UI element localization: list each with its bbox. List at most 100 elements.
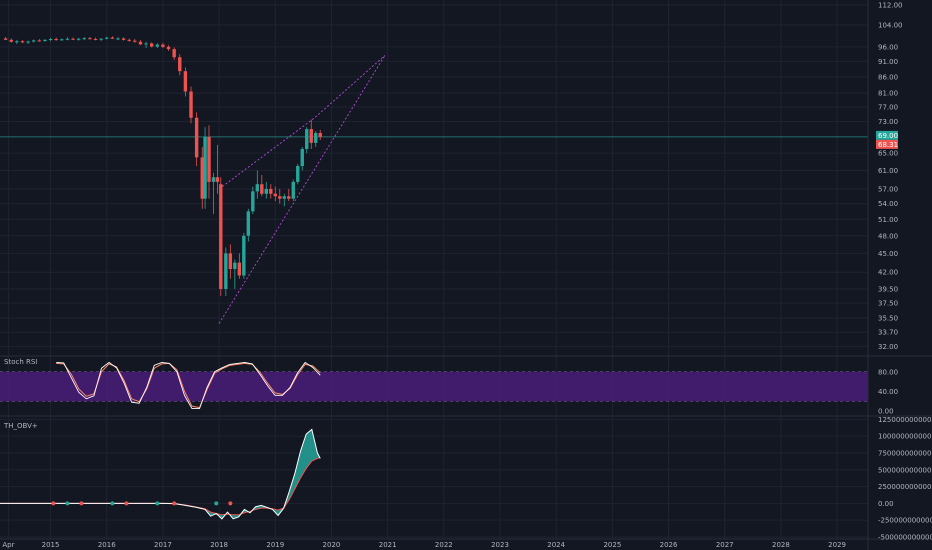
obv-label: TH_OBV+	[3, 422, 38, 430]
price-tick-label: 96.00	[878, 43, 898, 51]
candle-body	[200, 157, 204, 199]
wedge-lower-line	[218, 55, 386, 324]
obv-marker	[155, 501, 160, 506]
stoch-k-line	[56, 361, 321, 410]
obv-marker	[79, 501, 84, 506]
current-price-badge	[876, 130, 898, 140]
price-tick-label: 51.00	[878, 216, 898, 224]
candle-body	[273, 193, 277, 197]
x-tick-label: 2020	[323, 541, 341, 549]
candle-body	[127, 39, 131, 41]
price-tick-label: 65.00	[878, 150, 898, 158]
stoch-rsi-pane: Stoch RSI	[0, 358, 868, 410]
x-tick-label: 2027	[716, 541, 734, 549]
stoch-band	[0, 371, 868, 402]
candle-body	[88, 38, 92, 40]
candle-body	[264, 188, 268, 194]
prev-price-badge	[876, 139, 898, 149]
price-tick-label: 86.00	[878, 73, 898, 81]
price-tick-label: 42.00	[878, 269, 898, 277]
candle-body	[20, 41, 25, 43]
price-tick-label: 104.00	[878, 22, 903, 30]
candle-body	[237, 262, 242, 276]
candle-body	[43, 39, 47, 41]
candle-body	[76, 38, 81, 40]
candle-body	[215, 177, 220, 182]
candle-body	[207, 136, 211, 182]
x-tick-label: 2016	[98, 541, 116, 549]
obv-tick-label: 7500000000000.00	[878, 449, 932, 457]
candle-body	[105, 37, 109, 39]
candle-body	[82, 38, 86, 40]
candle-body	[300, 148, 304, 167]
candle-body	[48, 39, 53, 41]
candle-body	[305, 129, 309, 149]
obv-marker	[228, 501, 233, 506]
obv-tick-label: 12500000000000.00	[878, 416, 932, 424]
price-tick-label: 81.00	[878, 90, 898, 98]
stoch-tick-label: 0.00	[878, 408, 894, 416]
candle-body	[166, 46, 171, 50]
candle-body	[178, 57, 182, 72]
candle-body	[54, 39, 58, 41]
stoch-d-line	[56, 362, 321, 409]
x-tick-label: 2026	[660, 541, 678, 549]
price-tick-label: 112.00	[878, 1, 903, 9]
candle-body	[133, 40, 137, 42]
candle-body	[138, 41, 143, 45]
x-tick-label: 2022	[435, 541, 453, 549]
price-tick-label: 37.50	[878, 300, 898, 308]
x-tick-label: 2028	[772, 541, 790, 549]
obv-tick-label: -5000000000000.00	[878, 533, 932, 541]
candle-body	[32, 40, 36, 42]
candle-body	[309, 129, 313, 143]
obv-marker	[172, 501, 177, 506]
candle-body	[255, 184, 260, 192]
candle-body	[121, 38, 126, 40]
obv-marker	[51, 501, 56, 506]
candle-body	[161, 44, 165, 47]
obv-pane: TH_OBV+	[0, 422, 321, 520]
price-tick-label: 73.00	[878, 118, 898, 126]
candle-body	[269, 188, 273, 194]
price-tick-label: 48.00	[878, 232, 898, 240]
candle-body	[99, 38, 103, 40]
candle-body	[26, 41, 30, 43]
candle-body	[183, 71, 188, 92]
price-tick-label: 61.00	[878, 167, 898, 175]
candle-body	[242, 235, 246, 276]
obv-marker	[124, 501, 129, 506]
x-tick-label: 2021	[379, 541, 397, 549]
candle-body	[172, 49, 176, 58]
candle-body	[144, 43, 148, 45]
price-pane	[0, 36, 868, 324]
candle-body	[110, 37, 115, 39]
candle-body	[260, 184, 264, 194]
wedge-upper-line	[218, 55, 386, 190]
x-tick-label: 2019	[266, 541, 284, 549]
obv-tick-label: 10000000000000.00	[878, 433, 932, 441]
candle-body	[246, 211, 251, 236]
price-tick-label: 45.00	[878, 250, 898, 258]
candle-body	[37, 40, 42, 42]
candle-body	[314, 132, 318, 143]
candle-body	[278, 196, 282, 199]
candle-body	[65, 38, 70, 40]
candle-body	[291, 181, 295, 199]
candle-body	[3, 38, 8, 40]
candle-body	[228, 253, 233, 269]
x-tick-label: 2024	[547, 541, 565, 549]
candle-body	[296, 166, 300, 182]
price-tick-label: 91.00	[878, 58, 898, 66]
obv-tick-label: 5000000000000.00	[878, 466, 932, 474]
obv-marker	[65, 501, 70, 506]
candle-body	[194, 117, 199, 158]
candle-body	[149, 43, 154, 47]
candle-body	[60, 39, 64, 41]
candle-body	[282, 196, 286, 199]
x-tick-label: 2018	[210, 541, 228, 549]
